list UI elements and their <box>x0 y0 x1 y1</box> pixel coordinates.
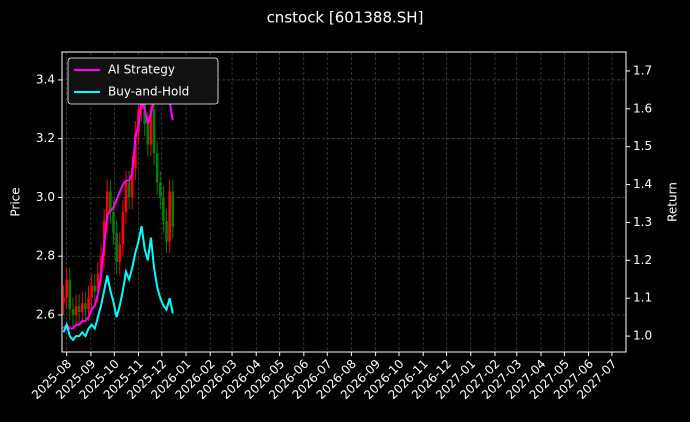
candle-body <box>96 273 100 292</box>
y2-tick-label: 1.2 <box>633 253 652 267</box>
y-tick-label: 2.6 <box>36 307 55 321</box>
candle-body <box>71 309 75 315</box>
legend-label: AI Strategy <box>108 63 175 77</box>
y2-tick-label: 1.0 <box>633 329 652 343</box>
y2-tick-label: 1.7 <box>633 63 652 77</box>
candle-body <box>127 182 131 198</box>
legend-box <box>67 57 219 105</box>
candle-body <box>149 109 153 145</box>
y2-tick-label: 1.4 <box>633 177 652 191</box>
candle-body <box>121 212 125 245</box>
y2-tick-label: 1.1 <box>633 291 652 305</box>
plot-frame <box>61 51 627 353</box>
candle-body <box>158 182 162 198</box>
candle-body <box>74 306 78 315</box>
candle-body <box>171 191 175 227</box>
y-tick-label: 2.8 <box>36 249 55 263</box>
candle-body <box>165 220 168 242</box>
y-tick-label: 3.2 <box>36 131 55 145</box>
candle-body <box>84 303 87 310</box>
candle-body <box>65 279 68 298</box>
y2-tick-label: 1.5 <box>633 139 652 153</box>
candle-body <box>118 244 122 263</box>
candle-body <box>87 297 90 310</box>
chart-title: cnstock [601388.SH] <box>267 9 424 27</box>
candle-body <box>62 297 65 304</box>
candle-body <box>162 197 165 221</box>
candle-body <box>130 168 134 198</box>
candle-body <box>80 303 84 313</box>
series-line <box>62 97 174 330</box>
y-axis-label: Price <box>9 187 23 216</box>
candle-body <box>115 232 118 263</box>
candle-body <box>134 132 137 169</box>
candle-body <box>112 212 115 233</box>
candle-body <box>77 306 81 313</box>
candle-body <box>105 191 109 221</box>
candle-body <box>99 256 103 274</box>
series-line <box>62 226 174 342</box>
candle-body <box>155 153 159 183</box>
candle-body <box>124 182 128 213</box>
candle-body <box>146 123 150 145</box>
y-tick-label: 3.0 <box>36 190 55 204</box>
y2-axis-label: Return <box>666 182 680 222</box>
candle-body <box>143 85 146 124</box>
candle-body <box>93 285 97 292</box>
legend: AI Strategy Buy-and-Hold <box>67 57 219 105</box>
candle-body <box>68 279 72 310</box>
candle-body <box>90 285 93 298</box>
candle-body <box>109 191 112 213</box>
y-tick-label: 3.4 <box>36 72 55 86</box>
candle-body <box>168 191 171 242</box>
y2-tick-label: 1.6 <box>633 101 652 115</box>
legend-label: Buy-and-Hold <box>108 85 189 99</box>
y2-tick-label: 1.3 <box>633 215 652 229</box>
candle-body <box>152 109 156 154</box>
